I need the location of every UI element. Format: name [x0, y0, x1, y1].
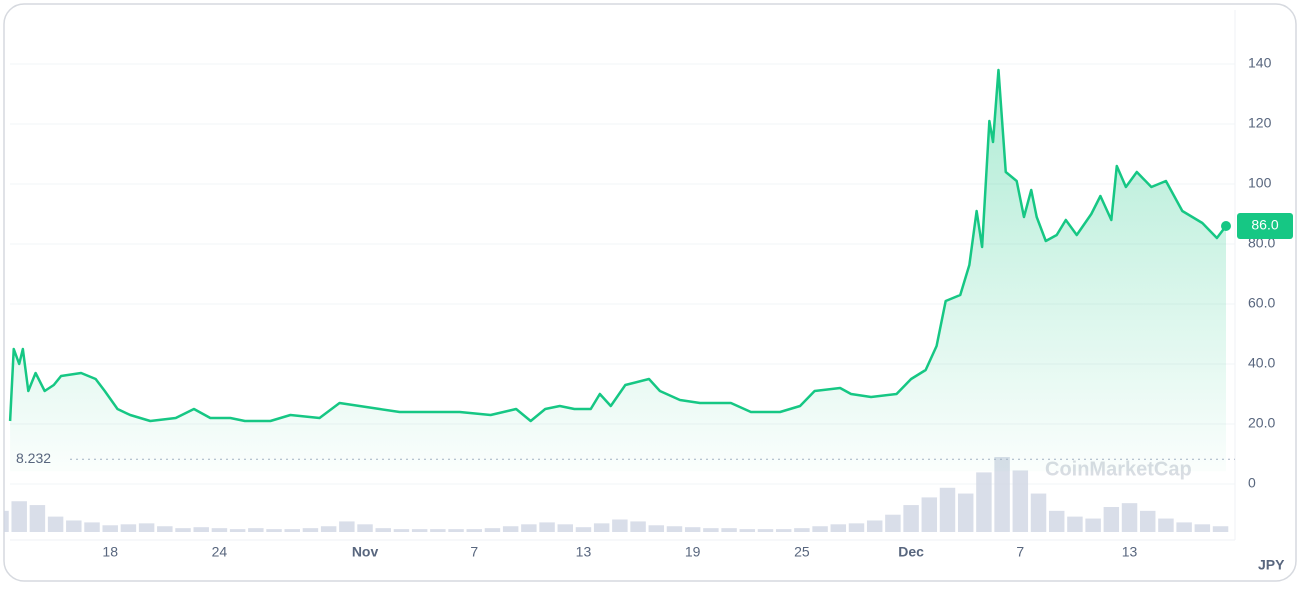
- volume-bar: [357, 524, 373, 532]
- volume-bar: [393, 529, 410, 532]
- volume-bar: [302, 528, 319, 532]
- volume-bar: [794, 528, 810, 532]
- x-tick-label: 7: [470, 544, 478, 560]
- volume-bar: [248, 528, 264, 532]
- price-area: [10, 70, 1226, 472]
- volume-bar: [885, 514, 901, 532]
- x-tick-label: 7: [1016, 544, 1024, 560]
- volume-bar: [957, 493, 974, 532]
- volume-bar: [1212, 526, 1229, 532]
- volume-bar: [721, 528, 737, 532]
- y-tick-label: 100: [1248, 175, 1272, 191]
- x-tick-label: 19: [685, 544, 701, 560]
- volume-bar: [775, 529, 792, 532]
- reference-label: 8.232: [16, 450, 51, 466]
- volume-bar: [1048, 510, 1065, 532]
- volume-bar: [866, 520, 883, 532]
- volume-bar: [921, 497, 938, 532]
- volume-bar: [630, 521, 646, 532]
- volume-bar: [1030, 493, 1047, 532]
- volume-bar: [1103, 507, 1120, 532]
- volume-bar: [29, 505, 46, 532]
- volume-bar: [320, 526, 337, 532]
- volume-bar: [1085, 518, 1101, 532]
- volume-bar: [1176, 522, 1192, 532]
- volume-bar: [666, 526, 683, 532]
- volume-bar: [903, 505, 919, 532]
- volume-bar: [1139, 510, 1156, 532]
- volume-bar: [229, 529, 246, 532]
- volume-bar: [684, 527, 701, 532]
- volume-bar: [430, 529, 446, 532]
- volume-bar: [703, 528, 719, 532]
- current-price-box: [1237, 213, 1293, 239]
- volume-bar: [11, 501, 27, 532]
- y-tick-label: 0: [1248, 475, 1256, 491]
- volume-bar: [47, 516, 64, 532]
- x-tick-label: 25: [794, 544, 810, 560]
- volume-bar: [1067, 516, 1083, 532]
- volume-bar: [830, 524, 847, 532]
- volume-bar: [1158, 518, 1174, 532]
- y-tick-label: 20.0: [1248, 415, 1275, 431]
- volume-bar: [157, 526, 173, 532]
- volume-bar: [939, 487, 956, 532]
- volume-bar: [375, 528, 391, 532]
- volume-bar: [466, 529, 482, 532]
- volume-bar: [484, 528, 501, 532]
- x-tick-label: 18: [102, 544, 118, 560]
- y-tick-label: 40.0: [1248, 355, 1275, 371]
- y-tick-label: 120: [1248, 115, 1272, 131]
- x-tick-label: Dec: [898, 544, 924, 560]
- volume-bar: [557, 524, 574, 532]
- x-tick-label: 13: [576, 544, 592, 560]
- volume-bar: [612, 519, 628, 532]
- volume-bar: [648, 525, 665, 532]
- y-tick-label: 60.0: [1248, 295, 1275, 311]
- volume-bar: [84, 522, 100, 532]
- volume-bar: [539, 522, 555, 532]
- volume-bar: [66, 520, 82, 532]
- x-tick-label: 13: [1122, 544, 1138, 560]
- volume-bar: [138, 523, 155, 532]
- volume-bar: [739, 529, 756, 532]
- x-tick-label: Nov: [352, 544, 379, 560]
- x-tick-label: 24: [212, 544, 228, 560]
- current-dot: [1221, 221, 1231, 231]
- volume-bar: [1194, 524, 1211, 532]
- volume-bar: [757, 529, 774, 532]
- volume-bar: [994, 457, 1010, 532]
- volume-bar: [266, 529, 282, 532]
- plot: [4, 63, 1235, 532]
- volume-bar: [848, 523, 865, 532]
- volume-bar: [448, 529, 464, 532]
- volume-bar: [575, 527, 592, 532]
- volume-bar: [175, 528, 191, 532]
- volume-bar: [211, 528, 228, 532]
- volume-bar: [1012, 470, 1029, 532]
- volume-bar: [120, 524, 137, 532]
- volume-bar: [502, 526, 519, 532]
- volume-bar: [411, 529, 428, 532]
- currency: JPY: [1258, 557, 1285, 573]
- volume-bar: [976, 472, 992, 532]
- volume-bar: [339, 521, 355, 532]
- volume-bar: [812, 526, 828, 532]
- y-tick-label: 140: [1248, 55, 1272, 71]
- volume-bar: [4, 510, 9, 532]
- current-price-label: 86.0: [1251, 217, 1278, 233]
- volume-bar: [284, 529, 300, 532]
- volume-bar: [521, 524, 537, 532]
- price-line: [8, 68, 1227, 423]
- volume-bar: [193, 527, 209, 532]
- volume-bar: [1121, 503, 1138, 532]
- volume-bar: [593, 523, 610, 532]
- volume-bar: [102, 525, 118, 532]
